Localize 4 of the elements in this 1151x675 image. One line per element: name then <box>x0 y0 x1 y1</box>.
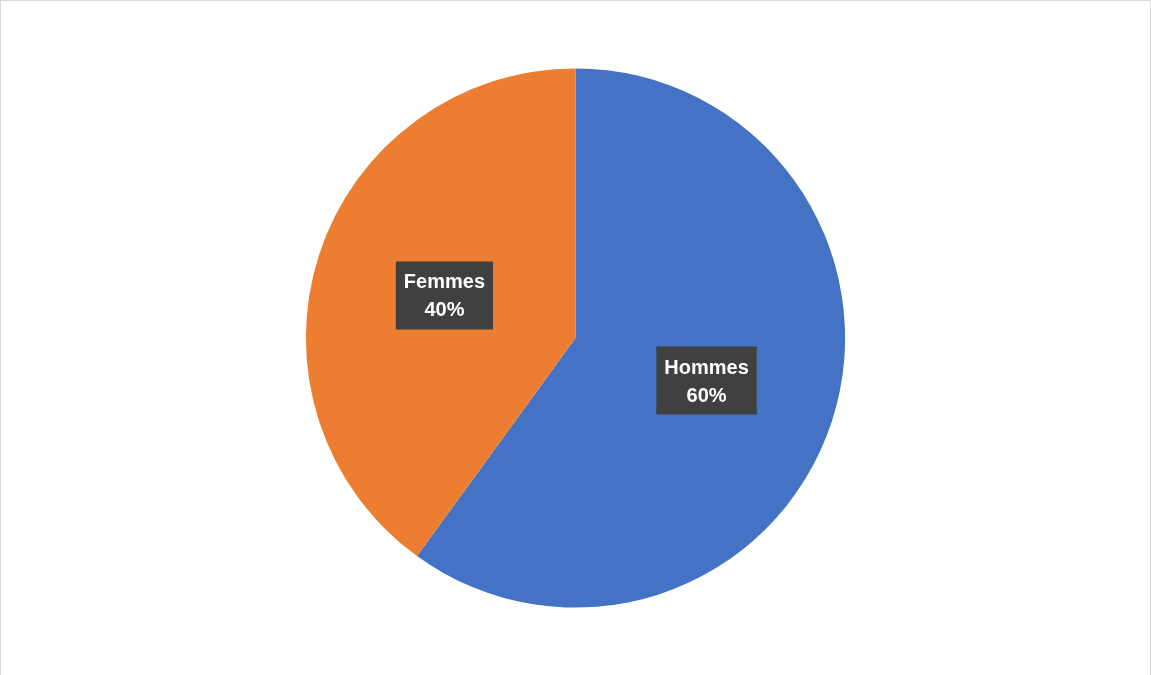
slice-label: Femmes <box>403 270 486 293</box>
data-label: 40% <box>424 298 465 321</box>
data-label: 60% <box>686 383 727 406</box>
slice-label: Hommes <box>664 355 749 378</box>
